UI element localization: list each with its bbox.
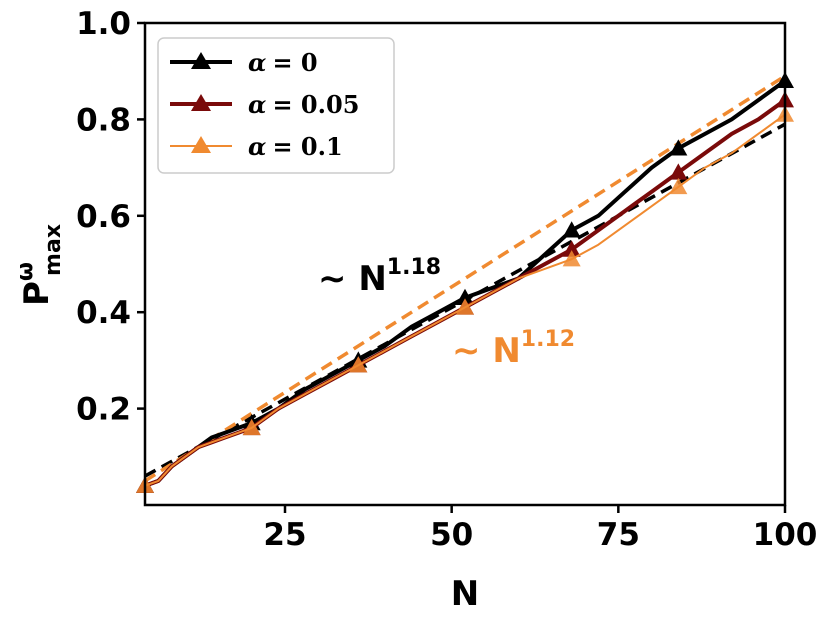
legend-label-symbol-alpha-0: α	[248, 48, 266, 77]
legend: α = 0 α = 0.05 α = 0.1	[157, 37, 395, 174]
legend-label-value-alpha-0.1: = 0.1	[272, 132, 342, 161]
series-0-marker-4	[562, 221, 581, 238]
legend-entry-alpha-0: α = 0	[170, 48, 318, 77]
legend-label-value-alpha-0: = 0	[272, 48, 317, 77]
svg-text:α= 0.1: α = 0.1	[248, 132, 343, 161]
legend-marker-alpha-0	[191, 52, 211, 69]
y-tick-label-0.2: 0.2	[76, 392, 131, 428]
y-tick-label-1: 1.0	[76, 6, 131, 42]
y-axis-label: Pω max	[13, 224, 66, 306]
legend-box	[157, 37, 395, 174]
series-2-marker-3	[456, 298, 474, 315]
x-tick-label-100: 100	[753, 517, 818, 553]
y-tick-label-0.8: 0.8	[76, 102, 131, 138]
legend-label-value-alpha-0.05: = 0.05	[272, 90, 359, 119]
x-tick-label-75: 75	[597, 517, 640, 553]
series-2-marker-4	[562, 250, 581, 267]
legend-marker-alpha-0.1	[191, 136, 211, 153]
y-axis-label-sub: max	[41, 224, 66, 276]
series-2-marker-1	[242, 418, 261, 436]
series-1-marker-4	[562, 240, 581, 257]
fit-annotation-orange: ∼ N1.12	[452, 327, 575, 371]
series-line-2	[144, 113, 786, 487]
fit-annotation-black-exponent: 1.18	[387, 255, 441, 280]
series-0-marker-3	[456, 288, 474, 305]
x-tick-label-25: 25	[263, 517, 306, 553]
legend-label-symbol-alpha-0.05: α	[248, 90, 266, 119]
svg-text:α= 0: α = 0	[248, 48, 318, 77]
x-axis-label: N	[451, 574, 479, 614]
fit-annotation-orange-exponent: 1.12	[521, 327, 575, 352]
series-2-marker-5	[669, 177, 688, 195]
legend-entry-alpha-0.1: α = 0.1	[170, 132, 343, 161]
series-0-marker-5	[669, 139, 688, 156]
y-axis-label-sup: ω	[13, 262, 38, 281]
fit-annotation-orange-prefix: ∼ N	[452, 331, 521, 371]
series-2-marker-2	[349, 356, 368, 373]
y-tick-label-0.4: 0.4	[76, 295, 131, 331]
legend-label-symbol-alpha-0.1: α	[248, 132, 266, 161]
legend-entry-alpha-0.05: α = 0.05	[170, 90, 359, 119]
legend-marker-alpha-0.05	[191, 94, 211, 111]
svg-text:α= 0.05: α = 0.05	[248, 90, 359, 119]
fit-annotation-black-prefix: ∼ N	[318, 259, 387, 299]
plot-frame	[143, 21, 787, 507]
x-tick-label-50: 50	[430, 517, 473, 553]
y-axis-label-base: P	[17, 281, 57, 306]
y-tick-label-0.6: 0.6	[76, 199, 131, 235]
series-1-marker-5	[669, 163, 688, 180]
fit-annotation-black: ∼ N1.18	[318, 255, 441, 299]
series-line-0	[144, 79, 787, 488]
